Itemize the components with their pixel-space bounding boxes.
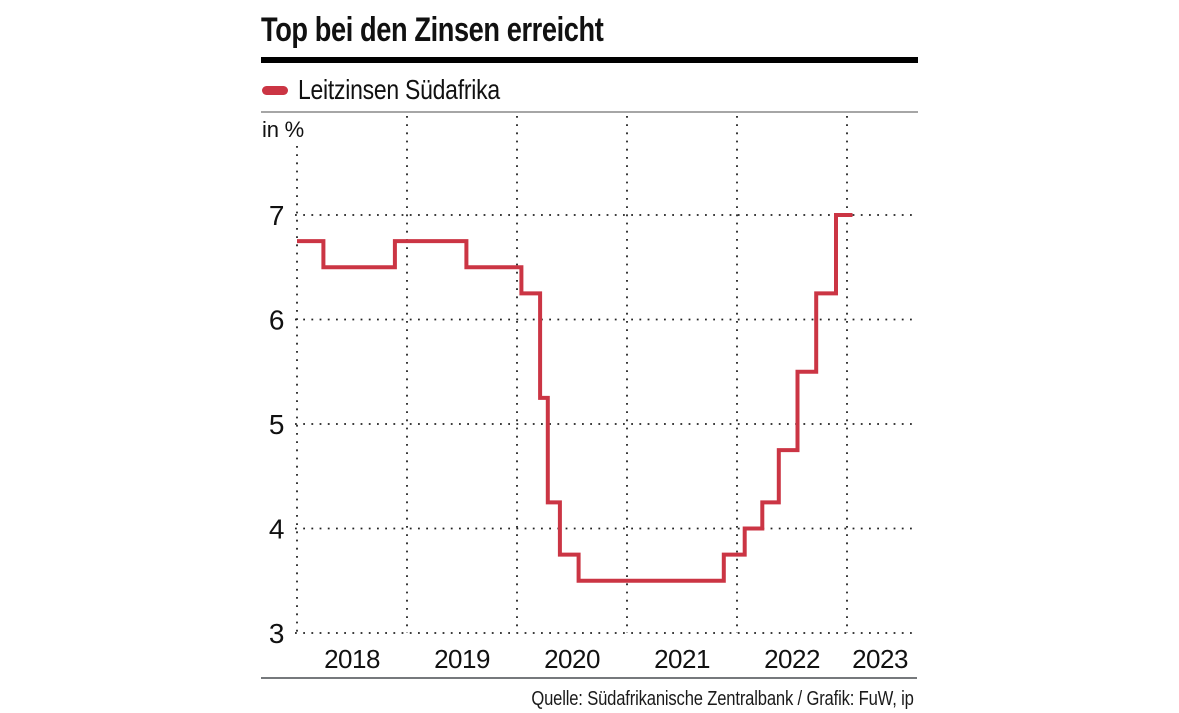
series-line-leitzinsen-s-dafrika <box>297 213 853 583</box>
x-tick-label: 2018 <box>324 644 380 674</box>
legend-label: Leitzinsen Südafrika <box>298 74 500 105</box>
y-axis-unit-label: in % <box>262 117 304 142</box>
x-tick-label: 2023 <box>852 644 908 674</box>
title-underline-rule <box>261 57 918 63</box>
x-tick-label: 2020 <box>544 644 600 674</box>
x-tick-label: 2022 <box>764 644 820 674</box>
legend-divider-rule <box>261 111 918 113</box>
y-tick-label: 3 <box>269 618 284 649</box>
legend: Leitzinsen Südafrika <box>262 74 544 105</box>
footer-divider-rule <box>261 677 917 679</box>
y-tick-label: 4 <box>269 514 284 545</box>
x-tick-label: 2019 <box>434 644 490 674</box>
y-tick-label: 7 <box>269 200 284 231</box>
source-credit: Quelle: Südafrikanische Zentralbank / Gr… <box>531 688 915 710</box>
y-tick-label: 5 <box>269 409 284 440</box>
chart-title: Top bei den Zinsen erreicht <box>261 11 604 49</box>
legend-line-swatch <box>262 85 288 95</box>
y-tick-label: 6 <box>269 305 284 336</box>
x-tick-label: 2021 <box>654 644 710 674</box>
